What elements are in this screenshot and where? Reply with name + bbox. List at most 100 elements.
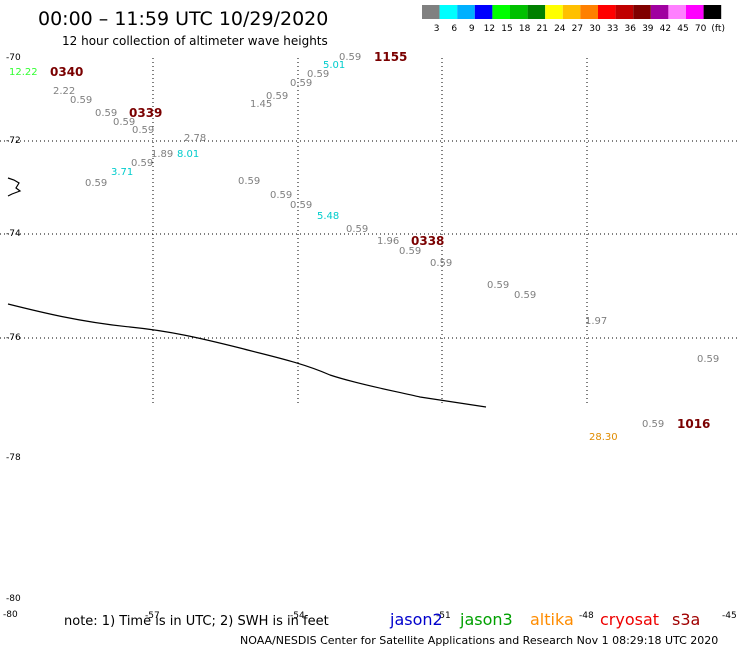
pass-time-label: 0340 [50, 65, 83, 79]
wave-height-label: 1.97 [585, 316, 607, 327]
legend-swatch [562, 5, 581, 19]
legend-swatch [615, 5, 634, 19]
pass-time-labels: 0340 0339 1155 0338 1016 [50, 50, 710, 431]
wave-height-label: 3.71 [111, 167, 133, 178]
wave-height-label: 0.59 [430, 258, 452, 269]
legend-swatch [703, 5, 722, 19]
legend-tick-label: 27 [572, 24, 583, 34]
wave-height-labels: 12.222.220.590.590.590.592.781.89 8.010.5… [9, 52, 719, 443]
legend-swatch [633, 5, 651, 19]
wave-height-label: 1.96 [377, 236, 399, 247]
chart-title: 00:00 – 11:59 UTC 10/29/2020 [38, 8, 328, 30]
wave-height-label: 0.59 [514, 290, 536, 301]
legend-swatch [580, 5, 598, 19]
legend-tick-label: 30 [589, 24, 601, 34]
wave-height-label: 0.59 [95, 108, 117, 119]
legend-swatch [668, 5, 686, 19]
wave-height-label: 0.59 [339, 52, 361, 63]
legend-swatch [598, 5, 616, 19]
legend-swatch [527, 5, 546, 19]
lat-tick-label: -70 [6, 53, 21, 63]
legend-swatch [474, 5, 493, 19]
wave-height-label: 0.59 [85, 178, 107, 189]
satellite-legend: jason2 jason3 altika cryosat s3a [389, 610, 700, 629]
wave-height-label: 0.59 [70, 95, 92, 106]
wave-height-label: 0.59 [266, 91, 288, 102]
wave-height-label: 0.59 [642, 419, 664, 430]
coastline-fragment [7, 177, 22, 197]
wave-height-label: 0.59 [238, 176, 260, 187]
lon-tick-label: -48 [579, 611, 594, 621]
wave-height-label: 0.59 [399, 246, 421, 257]
legend-tick-label: 15 [501, 24, 512, 34]
wave-height-label: 5.01 [323, 60, 345, 71]
legend-tick-label: 9 [469, 24, 475, 34]
legend-tick-label: (ft) [711, 24, 725, 34]
wave-height-label: 8.01 [177, 149, 199, 160]
wave-height-label: 0.59 [697, 354, 719, 365]
wave-height-label: 0.59 [270, 190, 292, 201]
lat-tick-label: -78 [6, 453, 21, 463]
wave-height-label: 2.22 [53, 86, 75, 97]
legend-swatch [545, 5, 563, 19]
wave-height-label: 1.89 [151, 149, 173, 160]
lat-tick-label: -80 [3, 610, 18, 620]
wave-height-label: 2.78 [184, 133, 206, 144]
satellite-jason2: jason2 [389, 610, 443, 629]
wave-height-label: 0.59 [487, 280, 509, 291]
lat-tick-label: -76 [6, 333, 21, 343]
wave-height-label: 0.59 [307, 69, 329, 80]
legend-tick-label: 45 [677, 24, 688, 34]
satellite-altika: altika [530, 610, 574, 629]
wave-height-label: 12.22 [9, 67, 38, 78]
lon-tick-label: -51 [436, 611, 451, 621]
legend-swatch [510, 5, 528, 19]
legend-tick-label: 18 [519, 24, 531, 34]
legend-swatch [457, 5, 475, 19]
lat-tick-label: -74 [6, 229, 21, 239]
wave-height-label: 0.59 [346, 224, 368, 235]
lat-tick-label: -72 [6, 136, 21, 146]
lon-tick-label: -45 [722, 611, 737, 621]
pass-time-label: 1155 [374, 50, 407, 64]
legend-swatch [686, 5, 704, 19]
legend-tick-label: 21 [536, 24, 547, 34]
legend-tick-label: 33 [607, 24, 618, 34]
wave-height-label: 5.48 [317, 211, 339, 222]
wave-height-label: 0.59 [113, 117, 135, 128]
credit-line: NOAA/NESDIS Center for Satellite Applica… [240, 634, 718, 647]
lon-tick-label: -54 [290, 611, 305, 621]
legend-tick-label: 6 [451, 24, 457, 34]
wave-height-label: 0.59 [132, 125, 154, 136]
legend-swatch [422, 5, 440, 19]
legend-swatch [439, 5, 458, 19]
color-legend: 3 6 9 12 15 18 21 24 27 30 33 36 39 42 45 70 (ft) [422, 5, 725, 34]
legend-tick-label: 12 [484, 24, 495, 34]
wave-height-label: 0.59 [290, 78, 312, 89]
satellite-cryosat: cryosat [600, 610, 659, 629]
pass-time-label: 0339 [129, 106, 162, 120]
legend-tick-label: 3 [434, 24, 440, 34]
legend-tick-label: 42 [660, 24, 671, 34]
satellite-jason3: jason3 [459, 610, 513, 629]
wave-height-label: 0.59 [131, 158, 153, 169]
legend-swatch [492, 5, 510, 19]
legend-tick-label: 36 [624, 24, 636, 34]
legend-swatch [650, 5, 669, 19]
legend-tick-label: 39 [642, 24, 654, 34]
wave-height-label: 28.30 [589, 432, 618, 443]
wave-height-label: 1.45 [250, 99, 272, 110]
coastline [7, 303, 487, 408]
pass-time-label: 1016 [677, 417, 710, 431]
lat-tick-label: -80 [6, 594, 21, 604]
chart-subtitle: 12 hour collection of altimeter wave hei… [62, 34, 328, 48]
satellite-s3a: s3a [672, 610, 700, 629]
note-text: note: 1) Time is in UTC; 2) SWH is in fe… [64, 614, 329, 629]
wave-height-label: 0.59 [290, 200, 312, 211]
lon-tick-label: -57 [145, 611, 160, 621]
legend-tick-label: 24 [554, 24, 566, 34]
legend-tick-label: 70 [695, 24, 707, 34]
pass-time-label: 0338 [411, 234, 444, 248]
grid [0, 58, 740, 405]
